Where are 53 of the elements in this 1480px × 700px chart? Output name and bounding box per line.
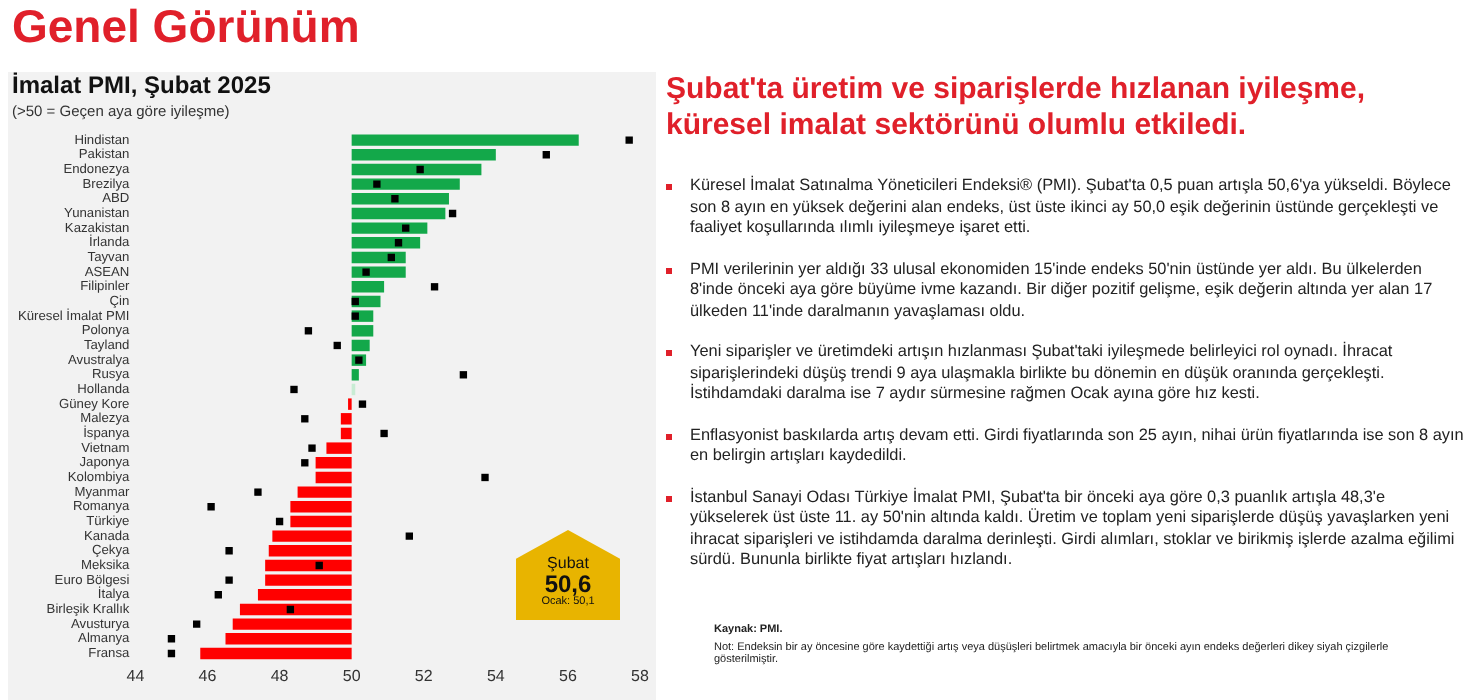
point [333,341,341,350]
point [542,151,550,159]
point [225,547,233,555]
point [308,444,316,452]
point [391,195,399,203]
point [402,224,410,232]
point [430,283,439,291]
point [301,415,309,423]
point [416,165,424,174]
x-tick-label: 44 [126,666,146,685]
point [290,385,298,394]
text: Küresel İmalat Satınalma Yöneticileri Endeksi® (PMI). Şubat'ta 0,5 puan artışla 50,6'ya yükseldi. Böylece son 8 ayın en yüksek değerini alan endeks, üst üste ikinci ay 50,0 eşik değerinin üstünde gerçekleşti ve faaliyet koşullarında ılımlı iyileşmeye işaret etti. [690,176,1453,239]
point [394,239,403,247]
x-tick-label: 58 [631,666,650,685]
text: Yeni siparişler ve üretimdeki artışın hızlanması Şubat'taki iyileşmede belirleyici rol oynadı. İhracat siparişlerindeki düşüş trendi 9 aya ulaşmakla birlikte bu dönemin en düşük oranında gerçekleşti. İstihdamdaki daralma ise 7 aydır sürmesine rağmen Ocak ayına göre hız kesti. [690,342,1395,405]
point [225,576,233,584]
point [351,297,359,306]
text: PMI verilerinin yer aldığı 33 ulusal ekonomiden 15'inde endeks 50'nin üstünde yer aldı. Bu ülkelerden 8'inde önceki aya göre büyüme ivme kazandı. Bir diğer pozitif gelişme, eşik değerin altında yer alan 17 ülkeden 11'inde daralmanın yavaşlaması oldu. [690,259,1435,322]
point [373,180,381,188]
point [275,517,284,526]
point [405,532,413,540]
text: İstanbul Sanayi Odası Türkiye İmalat PMI, Şubat'ta bir önceki aya göre 0,3 puanlık artışla 48,3'e yükselerek üst üste 11. ay 50'nin altında kaldı. Üretim ve toplam yeni siparişlerde düşüş yavaşlarken yeni ihracat siparişleri ve istihdamda daralma derinleşti. Girdi alımları, stoklar ve birikmiş işlerde azalma eğilimi sürdü. Bununla birlikte fiyat artışları hızlandı. [690,487,1457,571]
annotation: Şubat [545,554,591,572]
text: Şubat'ta üretim ve siparişlerde hızlanan iyileşme, küresel imalat sektörünü olumlu etkiledi. [666,72,1368,144]
x-tick-label: 54 [486,666,506,685]
point [358,400,367,408]
point [167,649,176,658]
point [351,312,359,320]
point [254,488,262,496]
point [380,429,388,438]
chart-title: İmalat PMI, Şubat 2025 [12,71,272,100]
text: Enflasyonist baskılarda artış devam etti. Girdi fiyatlarında son 25 ayın, nihai ürün fiyatlarında ise son 8 ayın en belirgin artışları kaydedildi. [690,425,1466,467]
x-tick-label: 46 [198,666,218,685]
point [304,327,313,335]
point [286,605,295,614]
point [362,268,370,276]
x-tick-label: 52 [414,666,434,685]
x-tick-label: 50 [342,666,362,685]
annotation: 50,6 [544,570,592,598]
point [214,591,222,599]
x-tick-label: 48 [270,666,290,685]
text: Genel Görünüm [12,0,360,54]
point [301,459,309,467]
point [192,620,201,628]
point [481,473,489,482]
point [387,253,395,262]
point [167,635,176,643]
point [625,136,633,144]
x-tick-label: 56 [559,666,578,685]
point [459,371,468,379]
point [448,209,457,218]
point [207,503,215,511]
point [315,561,323,570]
